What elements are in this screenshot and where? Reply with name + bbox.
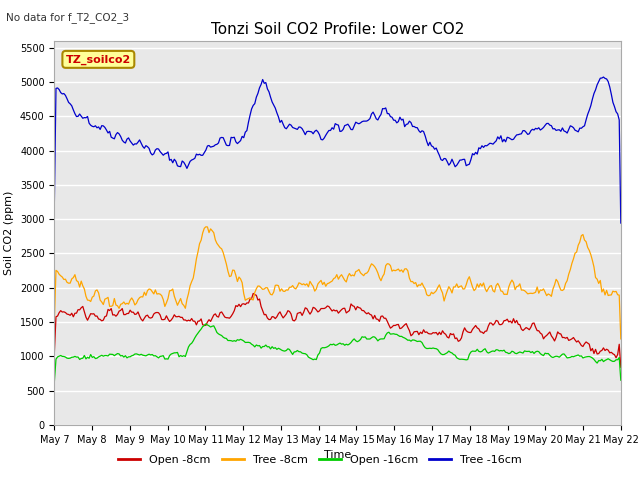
Text: TZ_soilco2: TZ_soilco2 (66, 54, 131, 64)
Y-axis label: Soil CO2 (ppm): Soil CO2 (ppm) (4, 191, 14, 275)
Title: Tonzi Soil CO2 Profile: Lower CO2: Tonzi Soil CO2 Profile: Lower CO2 (211, 22, 464, 37)
X-axis label: Time: Time (324, 450, 351, 460)
Legend: Open -8cm, Tree -8cm, Open -16cm, Tree -16cm: Open -8cm, Tree -8cm, Open -16cm, Tree -… (113, 451, 527, 469)
Text: No data for f_T2_CO2_3: No data for f_T2_CO2_3 (6, 12, 129, 23)
